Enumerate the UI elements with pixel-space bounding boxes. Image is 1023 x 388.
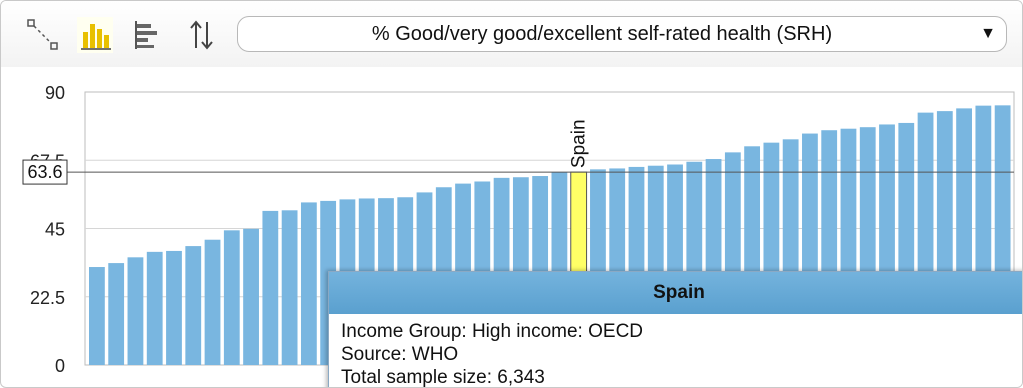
bar bbox=[146, 251, 163, 365]
country-tooltip: Spain Income Group: High income: OECD So… bbox=[328, 271, 1022, 388]
highlight-value-label: 63.6 bbox=[27, 162, 62, 182]
bar bbox=[204, 239, 221, 365]
bar bbox=[300, 202, 317, 365]
bar-chart-icon[interactable] bbox=[77, 17, 113, 53]
bar bbox=[89, 267, 105, 365]
highlighted-bar-label: Spain bbox=[569, 119, 590, 168]
bar bbox=[243, 228, 259, 365]
y-tick-label: 22.5 bbox=[30, 288, 65, 308]
toolbar: % Good/very good/excellent self-rated he… bbox=[1, 1, 1022, 67]
tooltip-title: Spain bbox=[329, 272, 1022, 314]
bar bbox=[281, 210, 298, 365]
expand-icon[interactable] bbox=[25, 17, 61, 53]
tooltip-source: Source: WHO bbox=[341, 344, 459, 365]
y-tick-label: 90 bbox=[45, 83, 65, 103]
bar bbox=[127, 257, 144, 365]
sort-icon[interactable] bbox=[184, 17, 220, 53]
highlight-value-box bbox=[22, 159, 68, 185]
tooltip-income-group: Income Group: High income: OECD bbox=[341, 321, 644, 342]
bar bbox=[108, 263, 125, 365]
bar bbox=[185, 246, 202, 365]
chevron-down-icon: ▼ bbox=[980, 25, 996, 42]
bar bbox=[166, 250, 182, 365]
bar bbox=[223, 230, 240, 365]
indicator-label: % Good/very good/excellent self-rated he… bbox=[371, 23, 833, 45]
y-tick-label: 0 bbox=[55, 356, 65, 376]
tooltip-sample-size: Total sample size: 6,343 bbox=[341, 367, 545, 388]
indicator-dropdown[interactable]: % Good/very good/excellent self-rated he… bbox=[237, 16, 1007, 52]
y-tick-label: 45 bbox=[45, 220, 65, 240]
horizontal-bars-icon[interactable] bbox=[129, 17, 165, 53]
tooltip-body: Income Group: High income: OECD Source: … bbox=[329, 314, 1022, 388]
bar bbox=[262, 210, 279, 365]
